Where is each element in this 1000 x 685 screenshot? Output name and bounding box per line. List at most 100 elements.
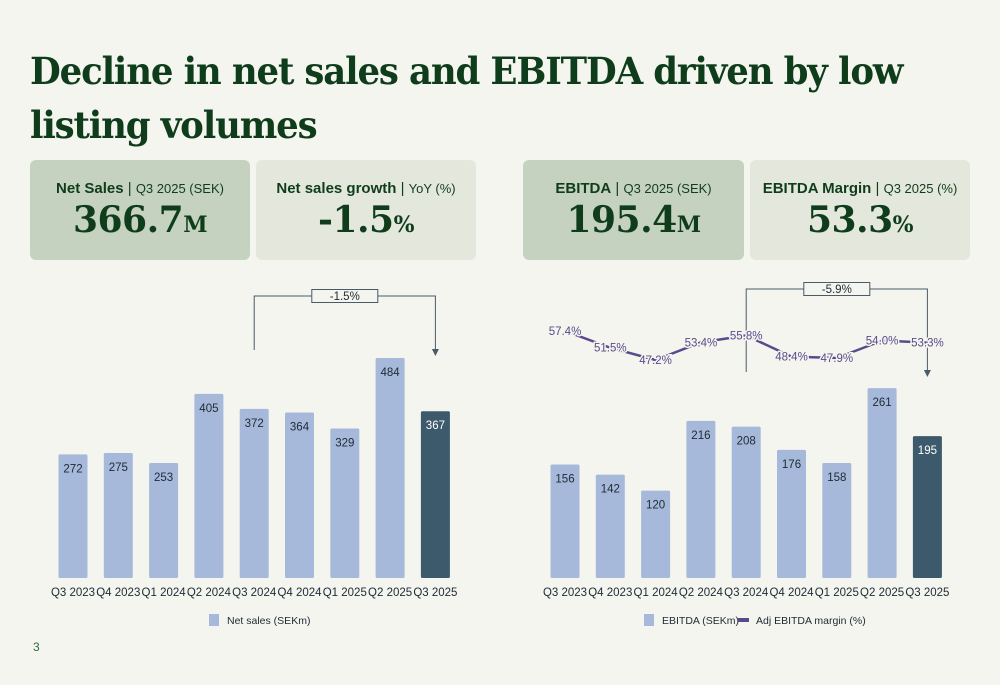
- bar-value-label: 275: [109, 462, 128, 474]
- page-number: 3: [33, 640, 40, 654]
- kpi-label: Net sales growth | YoY (%): [276, 180, 455, 197]
- kpi-value: 366.7M: [72, 198, 208, 241]
- bar-q2-2025: [375, 358, 405, 578]
- annotation-label: -5.9%: [822, 284, 852, 296]
- line-value-label: 55.8%: [730, 330, 763, 342]
- kpi-value: 53.3%: [806, 198, 914, 241]
- bar-value-label: 156: [555, 473, 574, 485]
- line-value-label: 53.4%: [685, 337, 718, 349]
- annotation-box: [803, 282, 871, 296]
- bar-q1-2024: [641, 490, 671, 578]
- annotation-arrow-icon: [431, 349, 439, 356]
- kpi-number: -1.5: [318, 198, 394, 241]
- kpi-separator: |: [123, 179, 136, 197]
- bar-value-label: 120: [646, 500, 665, 512]
- x-tick-label: Q1 2025: [815, 587, 859, 599]
- x-tick-label: Q3 2025: [413, 587, 457, 599]
- bar-value-label: 405: [199, 403, 218, 415]
- annotation-box: [311, 289, 379, 303]
- kpi-title: EBITDA Margin: [762, 179, 872, 197]
- kpi-label: EBITDA | Q3 2025 (SEK): [555, 180, 711, 197]
- legend-swatch-net-sales: [209, 614, 219, 626]
- annotation-bracket-left: [745, 288, 804, 372]
- kpi-unit: %: [393, 211, 415, 238]
- x-tick-label: Q2 2025: [368, 587, 412, 599]
- legend-label: Adj EBITDA margin (%): [756, 615, 866, 627]
- line-value-label: 47.9%: [820, 353, 853, 365]
- x-tick-label: Q3 2024: [232, 587, 277, 599]
- kpi-unit: M: [183, 211, 208, 238]
- kpi-subtitle: Q3 2025 (SEK): [623, 180, 712, 196]
- annotation-bracket-right: [869, 288, 928, 371]
- bar-value-label: 253: [154, 472, 173, 484]
- bar-q4-2024: [285, 412, 314, 578]
- bar-value-label: 261: [873, 397, 892, 409]
- x-tick-label: Q4 2024: [769, 587, 814, 599]
- bar-q3-2023: [550, 464, 580, 578]
- bar-q4-2023: [103, 453, 133, 578]
- kpi-subtitle: Q3 2025 (SEK): [135, 180, 224, 196]
- bar-q4-2023: [595, 474, 625, 578]
- kpi-subtitle: YoY (%): [408, 180, 456, 196]
- x-tick-label: Q4 2023: [588, 587, 632, 599]
- kpi-unit: M: [676, 211, 701, 238]
- bar-q4-2024: [777, 449, 806, 578]
- kpi-card-ebitda-margin: EBITDA Margin | Q3 2025 (%) 53.3%: [750, 160, 970, 260]
- x-tick-label: Q1 2025: [323, 587, 367, 599]
- annotation-bracket-right: [377, 295, 436, 350]
- line-value-label: 51.5%: [594, 343, 627, 355]
- bar-value-label: 272: [63, 463, 82, 475]
- bar-q1-2025: [330, 428, 360, 578]
- bar-q2-2024: [194, 393, 224, 578]
- kpi-separator: |: [611, 179, 624, 197]
- bar-q1-2025: [822, 463, 852, 578]
- legend-label: EBITDA (SEKm): [662, 615, 739, 627]
- line-value-label: 48.4%: [775, 352, 808, 364]
- bar-value-label: 208: [737, 436, 756, 448]
- kpi-card-ebitda: EBITDA | Q3 2025 (SEK) 195.4M: [523, 160, 744, 260]
- bar-value-label: 372: [245, 418, 264, 430]
- kpi-title: Net Sales: [56, 179, 124, 197]
- margin-line: [564, 329, 928, 362]
- kpi-label: Net Sales | Q3 2025 (SEK): [56, 180, 224, 197]
- bar-q2-2025: [867, 388, 897, 578]
- line-value-label: 47.2%: [639, 355, 672, 367]
- bar-value-label: 195: [918, 445, 937, 457]
- kpi-unit: %: [892, 211, 914, 238]
- x-tick-label: Q3 2023: [543, 587, 587, 599]
- bar-value-label: 329: [335, 437, 354, 449]
- legend-swatch-margin: [738, 618, 749, 622]
- kpi-title: Net sales growth: [276, 179, 397, 197]
- kpi-value: 195.4M: [566, 199, 701, 241]
- bar-value-label: 484: [381, 367, 401, 379]
- legend-swatch-ebitda: [644, 614, 654, 626]
- x-tick-label: Q1 2024: [634, 587, 679, 599]
- bar-q3-2025: [420, 411, 450, 578]
- bar-value-label: 364: [290, 422, 310, 434]
- kpi-number: 53.3: [806, 198, 893, 241]
- kpi-number: 366.7: [72, 198, 184, 241]
- kpi-card-net-sales: Net Sales | Q3 2025 (SEK) 366.7M: [30, 160, 250, 260]
- line-value-label: 54.0%: [866, 336, 899, 348]
- x-tick-label: Q4 2024: [277, 587, 322, 599]
- x-tick-label: Q1 2024: [142, 587, 187, 599]
- kpi-card-net-sales-growth: Net sales growth | YoY (%) -1.5%: [256, 160, 476, 260]
- kpi-subtitle: Q3 2025 (%): [883, 180, 958, 196]
- kpi-value: -1.5%: [318, 199, 414, 241]
- bar-q2-2024: [686, 420, 716, 578]
- bar-value-label: 176: [782, 459, 801, 471]
- kpi-separator: |: [871, 179, 884, 197]
- bar-value-label: 142: [601, 484, 620, 496]
- kpi-title: EBITDA: [555, 179, 612, 197]
- legend-label: Net sales (SEKm): [227, 615, 310, 627]
- bar-q1-2024: [149, 463, 179, 578]
- line-value-label: 53.3%: [911, 338, 944, 350]
- annotation-bracket-left: [253, 295, 312, 350]
- bar-value-label: 367: [426, 420, 445, 432]
- x-tick-label: Q3 2025: [905, 587, 949, 599]
- x-tick-label: Q3 2023: [51, 587, 95, 599]
- x-tick-label: Q2 2024: [187, 587, 232, 599]
- x-tick-label: Q2 2024: [679, 587, 724, 599]
- line-value-label: 57.4%: [549, 326, 582, 338]
- bar-q3-2025: [912, 436, 942, 578]
